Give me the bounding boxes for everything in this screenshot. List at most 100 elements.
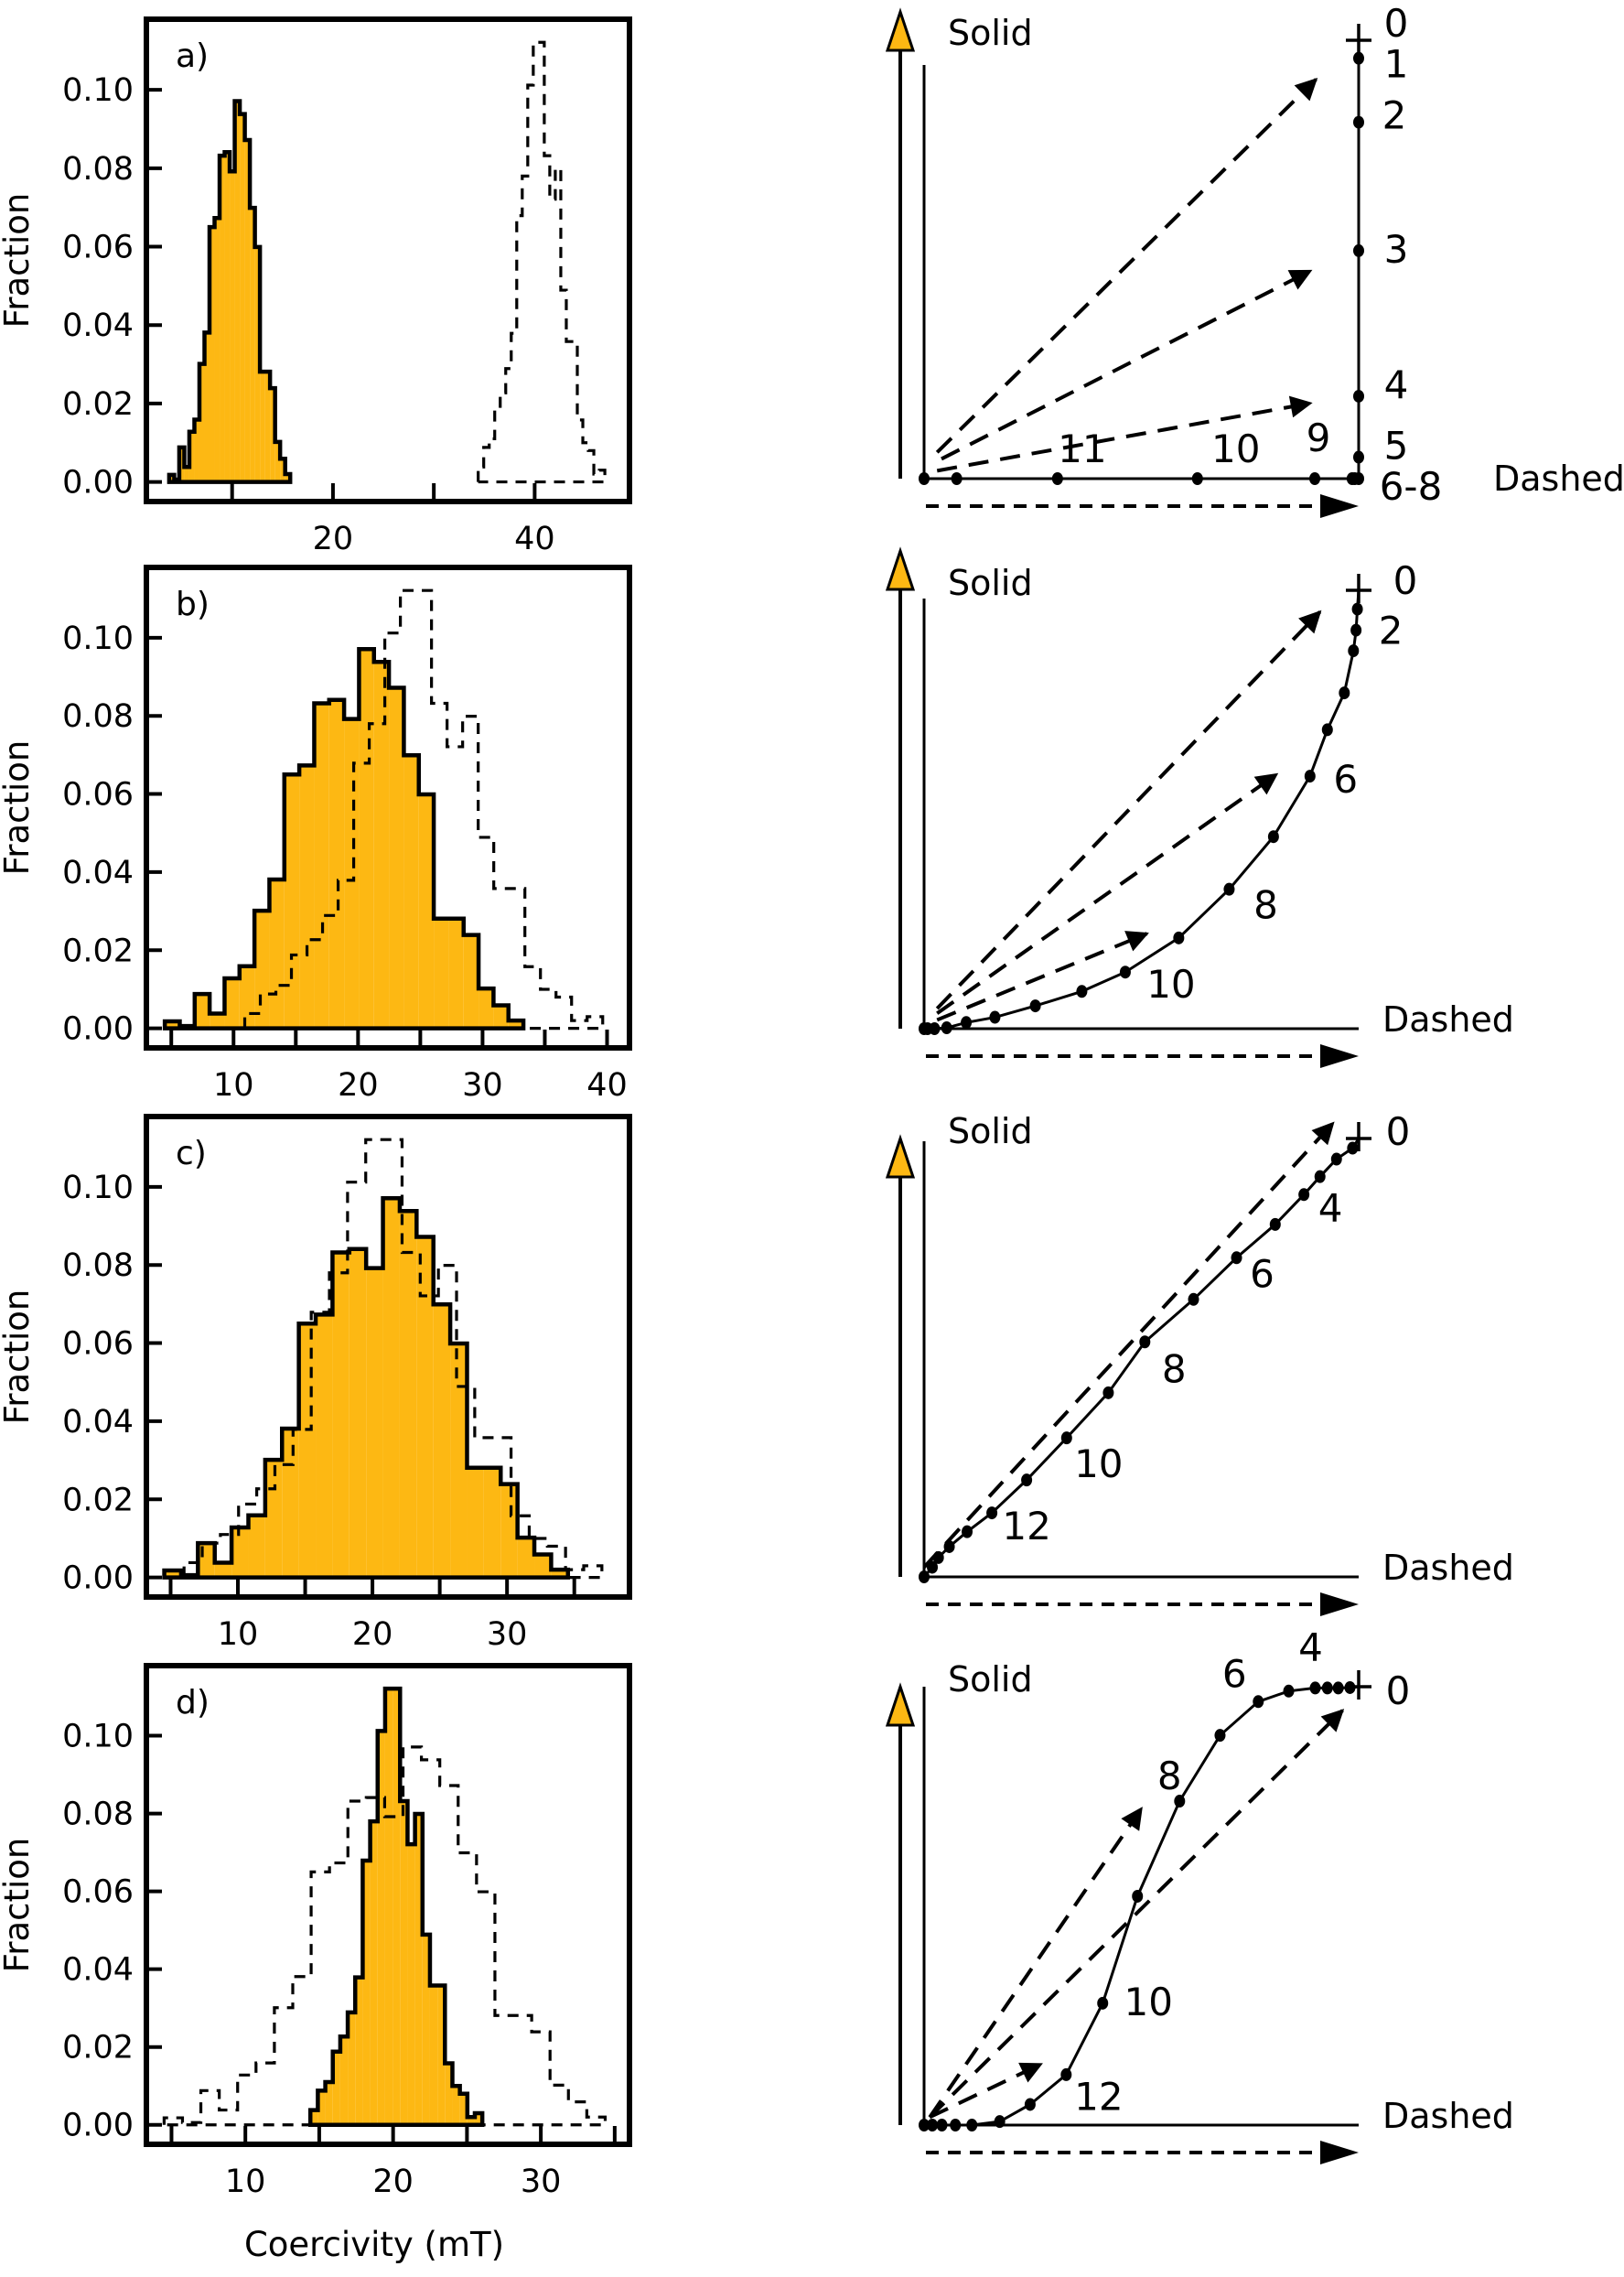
data-point [1214, 1729, 1226, 1743]
data-point [1191, 472, 1203, 485]
data-point [1060, 1431, 1072, 1445]
histogram-bar [332, 2051, 340, 2125]
data-point [927, 2119, 939, 2131]
data-point [1076, 985, 1088, 998]
data-point [1060, 2067, 1072, 2081]
histogram-bar [198, 1543, 215, 1578]
y-tick-label: 0.10 [62, 1719, 134, 1755]
histogram-bar [493, 1005, 509, 1029]
solid-histogram-outline [162, 1195, 571, 1580]
x-tick-label: 10 [225, 2164, 266, 2200]
data-point [1269, 1217, 1281, 1231]
histogram-bar [400, 1800, 408, 2125]
histogram-bar [214, 218, 220, 482]
histogram-bar [422, 1934, 430, 2125]
histogram-bar [238, 2075, 256, 2124]
y-tick-label: 0.02 [62, 1482, 134, 1518]
solid-histogram [307, 1686, 485, 2127]
histogram-bar [403, 755, 419, 1029]
y-tick-label: 0.10 [62, 72, 134, 109]
solid-axis-label: Solid [948, 563, 1033, 603]
data-point [1348, 644, 1360, 658]
histogram-bar [194, 419, 199, 482]
data-point [1119, 966, 1131, 979]
histogram-bar [429, 1985, 438, 2125]
data-point [1021, 1473, 1033, 1487]
dashed-vector-arrow [935, 610, 1322, 1010]
step-label: 8 [1157, 1754, 1182, 1798]
histogram-bar [508, 1020, 524, 1029]
histogram-bar [310, 2110, 318, 2125]
histogram-bar [240, 113, 245, 482]
histogram-panel-d: 0.00 0.02 0.04 0.06 0.08 0.10 10 20 30 d) Fraction [0, 1663, 632, 2200]
dashed-histogram [477, 40, 607, 484]
data-point [1304, 770, 1316, 783]
histogram-bar [362, 1861, 371, 2125]
histogram-bar [550, 200, 555, 482]
data-point [919, 1022, 930, 1035]
histogram-bar [479, 988, 494, 1029]
y-tick-label: 0.00 [62, 1011, 134, 1048]
histogram-bar [525, 966, 541, 1028]
data-point [989, 1010, 1001, 1024]
histogram-bar [416, 1236, 434, 1578]
arrowhead-icon [1320, 1592, 1359, 1616]
y-tick-label: 0.04 [62, 855, 134, 891]
y-tick-label: 0.02 [62, 386, 134, 423]
y-tick-label: 0.04 [62, 308, 134, 344]
data-point [932, 1550, 944, 1564]
x-tick-label: 20 [338, 1067, 379, 1104]
dashed-histogram [242, 588, 605, 1031]
step-label: 0 [1384, 1, 1409, 46]
histogram-bar [274, 441, 281, 482]
data-point [1351, 602, 1363, 616]
data-point [1346, 472, 1358, 485]
histogram-bar [556, 998, 572, 1029]
histogram-bar [510, 889, 525, 1029]
histogram-bar [254, 246, 261, 482]
histogram-bar [517, 1538, 535, 1578]
histogram-bar [467, 2117, 475, 2125]
x-tick-label: 10 [213, 1067, 254, 1104]
dashed-vector-arrow [935, 77, 1318, 454]
histogram-bar [366, 1268, 383, 1578]
dashed-axis-label: Dashed [1382, 999, 1514, 1040]
orange-arrowhead-icon [885, 546, 916, 591]
data-point [927, 1560, 939, 1574]
histogram-bar [188, 431, 195, 482]
histogram-bar [577, 420, 583, 482]
panel-label: c) [176, 1135, 207, 1172]
histogram-bar [349, 1248, 367, 1578]
histogram-bar [285, 474, 291, 482]
step-label: 0 [1386, 1109, 1411, 1154]
histogram-bar [164, 1570, 181, 1578]
histogram-bar [316, 1314, 333, 1578]
histogram-bar [437, 1985, 446, 2125]
histogram-bar [483, 1467, 501, 1578]
y-tick-label: 0.10 [62, 621, 134, 657]
x-tick-label: 30 [462, 1067, 503, 1104]
histogram-bar [541, 989, 556, 1029]
step-label: 4 [1298, 1624, 1323, 1669]
step-label: 5 [1384, 424, 1409, 469]
plot-frame [144, 1114, 632, 1600]
x-tick-label: 10 [218, 1616, 259, 1653]
solid-histogram [167, 99, 293, 484]
histogram-bar [382, 1198, 400, 1578]
step-label: 1 [1384, 42, 1409, 87]
y-tick-label: 0.04 [62, 1952, 134, 1989]
histogram-bar [178, 447, 185, 482]
histogram-bar [168, 474, 175, 482]
data-point [1102, 1386, 1114, 1399]
step-label: 0 [1393, 558, 1418, 603]
histogram-bar [407, 1844, 415, 2125]
data-point [1309, 472, 1321, 485]
dashed-histogram [162, 1745, 608, 2127]
histogram-bar [244, 139, 251, 482]
histogram-bar [224, 978, 240, 1029]
histogram-bar [463, 934, 479, 1029]
histogram-bar [256, 2063, 274, 2125]
demagnetization-path [924, 40, 1361, 480]
dashed-histogram-outline [477, 40, 607, 484]
y-tick-label: 0.08 [62, 698, 134, 735]
